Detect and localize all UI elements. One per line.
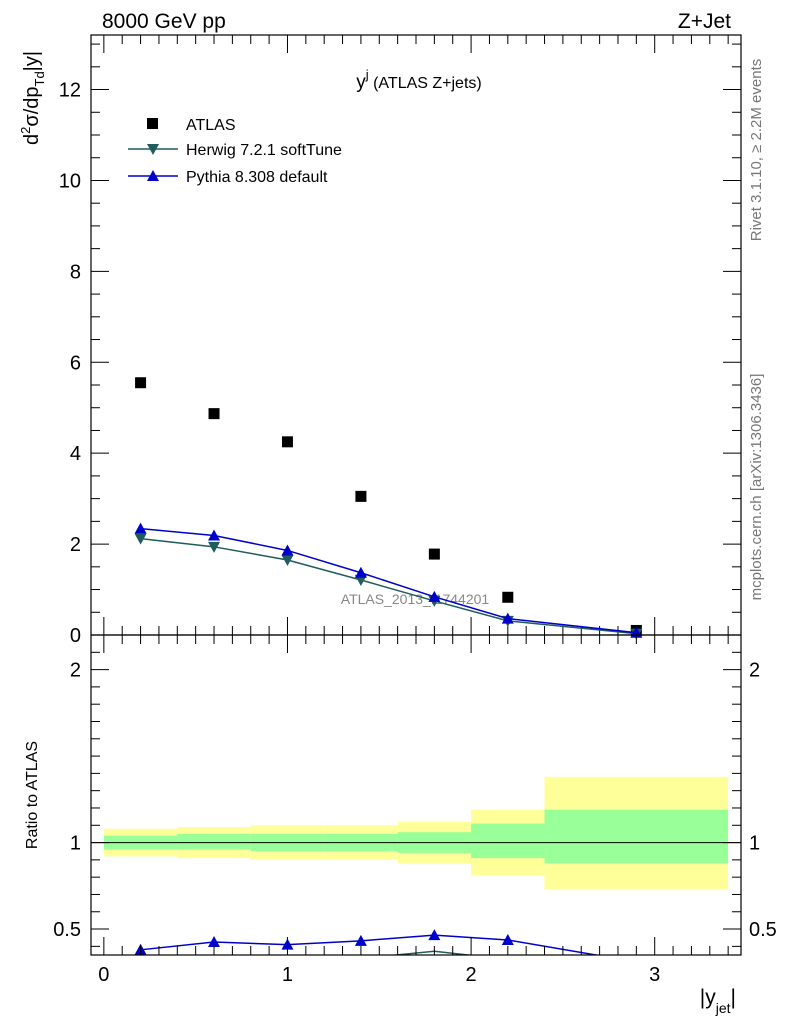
green-uncertainty-band: [544, 809, 729, 864]
main-point-herwig: [354, 575, 367, 586]
green-uncertainty-band: [177, 833, 251, 850]
chart-title: yj (ATLAS Z+jets): [356, 67, 481, 93]
legend-label-atlas: ATLAS: [186, 117, 236, 134]
main-panel: 0 2 4 6 8 10 12 ATLAS_2013_I1744201 yj (ATLAS …: [18, 34, 742, 647]
legend-marker-atlas: [147, 118, 158, 129]
ratio-point-pythia: [208, 936, 221, 948]
main-point-atlas: [355, 490, 367, 502]
main-point-pythia: [208, 529, 221, 541]
ratio-point-pythia: [501, 933, 514, 945]
main-point-pythia: [354, 566, 367, 578]
legend-label-herwig: Herwig 7.2.1 softTune: [186, 142, 342, 159]
main-point-herwig: [208, 541, 221, 553]
legend-marker-herwig: [147, 144, 159, 155]
xlabel-main: |y: [700, 986, 716, 1009]
ratio-y-axis-label: Ratio to ATLAS: [24, 741, 41, 849]
chart-title-sup: j: [365, 67, 369, 82]
ratio-y-tick-labels: 0.5 0.5 1 1 2 2: [53, 660, 777, 941]
ylabel-d: d: [21, 134, 43, 145]
ratio-uncertainty-bands: [103, 776, 729, 890]
ratio-series-clipped: [134, 929, 601, 955]
ratio-y-tick-label-right: 0.5: [749, 919, 777, 941]
ylabel-sub: Td: [32, 71, 47, 86]
main-point-herwig: [134, 533, 147, 545]
ylabel-end: |y|: [21, 51, 43, 71]
main-line-herwig: [140, 537, 637, 635]
xlabel-end: |: [731, 986, 736, 1009]
green-uncertainty-band: [471, 823, 545, 859]
ylabel-sup: 2: [18, 127, 33, 134]
main-point-atlas: [502, 591, 514, 603]
legend: ATLAS Herwig 7.2.1 softTune Pythia 8.308…: [128, 117, 342, 186]
source-url-label: mcplots.cern.ch [arXiv:1306.3436]: [748, 374, 765, 601]
rivet-version-label: Rivet 3.1.10, ≥ 2.2M events: [748, 59, 765, 242]
main-point-pythia: [501, 612, 514, 624]
x-tick-label: 1: [282, 964, 293, 986]
ratio-y-tick-label: 0.5: [53, 919, 81, 941]
ratio-y-tick-label-right: 2: [749, 660, 760, 682]
energy-label: 8000 GeV pp: [102, 10, 226, 33]
chart-title-rest: (ATLAS Z+jets): [369, 75, 482, 92]
legend-label-pythia: Pythia 8.308 default: [186, 169, 328, 186]
main-y-tick-label: 0: [70, 625, 81, 647]
main-point-atlas: [281, 436, 293, 448]
main-point-pythia: [281, 544, 294, 556]
ratio-series: [134, 929, 601, 955]
main-y-axis-label: d2σ/dpTd|y|: [18, 51, 47, 145]
x-tick-label: 2: [466, 964, 477, 986]
main-y-tick-label: 6: [70, 352, 81, 374]
main-y-tick-label: 4: [70, 443, 81, 465]
main-point-atlas: [135, 377, 147, 389]
main-y-tick-labels: 0 2 4 6 8 10 12: [59, 80, 81, 647]
ratio-point-pythia: [354, 934, 367, 946]
main-point-pythia: [134, 522, 147, 534]
legend-marker-pythia: [147, 170, 159, 181]
main-y-tick-label: 12: [59, 80, 81, 102]
ylabel-mid: σ/dp: [21, 86, 43, 126]
main-y-tick-label: 10: [59, 170, 81, 192]
ratio-y-tick-label: 1: [70, 833, 81, 855]
ratio-point-pythia: [428, 929, 441, 941]
x-tick-labels: 0 1 2 3: [98, 964, 660, 986]
main-axis-ticks: [91, 35, 741, 636]
main-y-tick-label: 8: [70, 261, 81, 283]
process-label: Z+Jet: [678, 10, 731, 33]
main-point-herwig: [281, 555, 294, 566]
ratio-y-tick-label-right: 1: [749, 833, 760, 855]
ratio-axis-ticks: [91, 635, 741, 955]
chart-title-main: y: [356, 72, 366, 93]
x-axis-label: |yjet|: [700, 986, 736, 1016]
x-tick-label: 3: [649, 964, 660, 986]
ratio-panel: 0.5 0.5 1 1 2 2 0 1 2 3 Ratio to ATLAS |yjet|: [24, 634, 777, 1016]
main-point-pythia: [428, 590, 441, 602]
ratio-line-herwig: [388, 950, 475, 955]
main-point-atlas: [428, 548, 440, 560]
xlabel-sub: jet: [715, 1000, 731, 1016]
main-y-tick-label: 2: [70, 534, 81, 556]
x-tick-label: 0: [98, 964, 109, 986]
main-point-atlas: [208, 408, 220, 420]
ratio-y-tick-label: 2: [70, 660, 81, 682]
chart-watermark: ATLAS_2013_I1744201: [341, 591, 490, 607]
